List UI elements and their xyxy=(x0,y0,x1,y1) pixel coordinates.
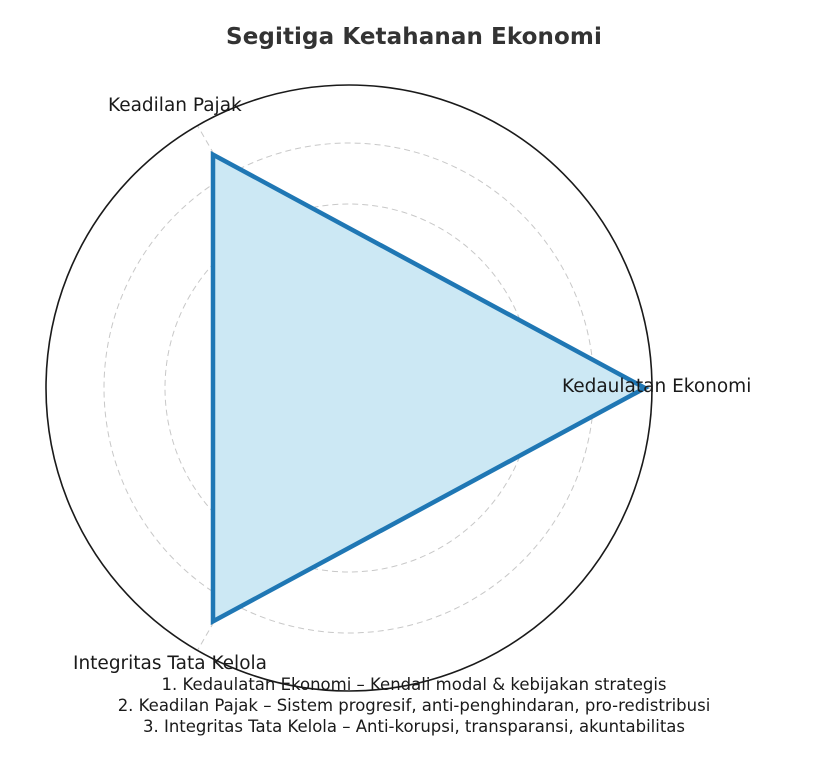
radar-series-polygon xyxy=(210,150,650,626)
footnote-line: 3. Integritas Tata Kelola – Anti-korupsi… xyxy=(142,717,686,736)
axis-label-keadilan-pajak: Keadilan Pajak xyxy=(108,95,242,116)
footnote-line: 2. Keadilan Pajak – Sistem progresif, an… xyxy=(117,696,711,715)
footnote-block: 1. Kedaulatan Ekonomi – Kendali modal & … xyxy=(0,674,828,737)
axis-label-kedaulatan-ekonomi: Kedaulatan Ekonomi xyxy=(562,376,752,397)
axis-label-integritas-tata-kelola: Integritas Tata Kelola xyxy=(73,653,267,674)
footnote-line: 1. Kedaulatan Ekonomi – Kendali modal & … xyxy=(161,675,667,694)
outer-spine-circle xyxy=(45,84,653,692)
page-title: Segitiga Ketahanan Ekonomi xyxy=(226,24,602,50)
